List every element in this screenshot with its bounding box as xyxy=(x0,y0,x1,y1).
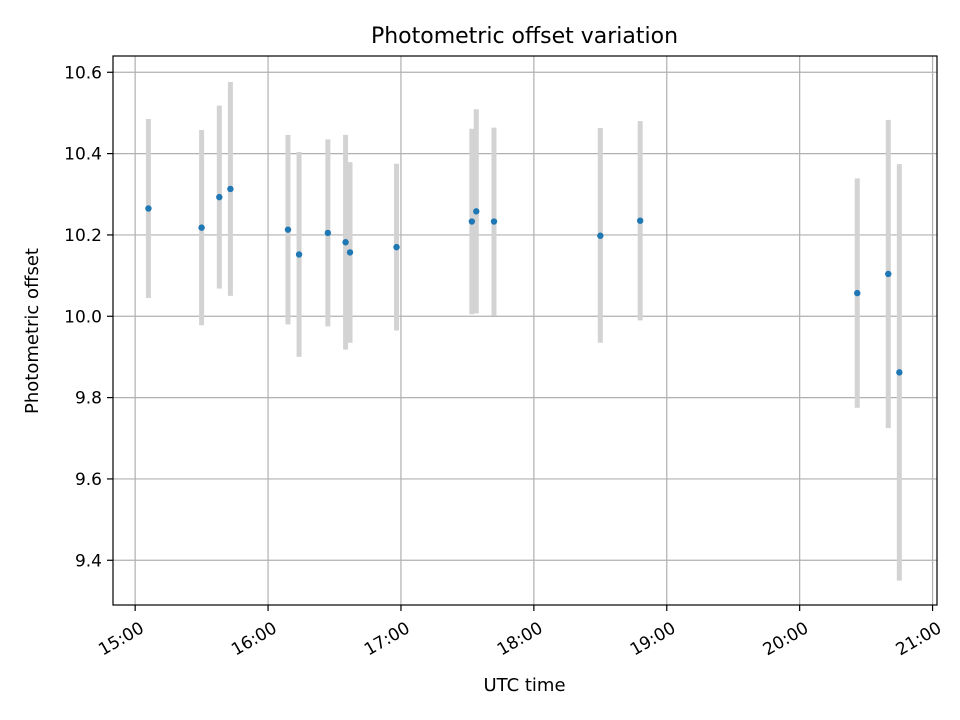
y-tick-label: 10.0 xyxy=(64,307,102,327)
data-point xyxy=(597,232,604,239)
y-tick-label: 9.6 xyxy=(75,470,102,490)
y-tick-label: 9.4 xyxy=(75,551,102,571)
x-axis-label: UTC time xyxy=(483,675,565,696)
data-point xyxy=(295,251,303,258)
data-point xyxy=(468,218,476,225)
data-point xyxy=(198,224,205,231)
data-point xyxy=(324,229,332,237)
data-point xyxy=(393,243,400,251)
y-tick-label: 9.8 xyxy=(75,389,102,409)
data-point xyxy=(346,249,354,256)
data-point xyxy=(490,218,498,225)
data-point xyxy=(896,369,903,376)
data-point xyxy=(854,289,861,297)
chart-title: Photometric offset variation xyxy=(371,24,678,49)
data-point xyxy=(636,217,644,224)
plot-frame xyxy=(112,55,938,606)
data-points xyxy=(145,185,903,376)
y-axis-ticks: 9.4 9.6 9.8 10.0 10.2 10.4 10.6 xyxy=(64,63,113,571)
data-point xyxy=(145,205,152,212)
data-point xyxy=(284,226,292,233)
data-point xyxy=(342,239,349,246)
y-tick-label: 10.4 xyxy=(64,145,102,165)
data-point xyxy=(227,185,234,193)
grid xyxy=(113,56,937,605)
y-tick-label: 10.6 xyxy=(64,63,102,83)
data-point xyxy=(885,270,892,278)
y-axis-label: Photometric offset xyxy=(22,248,43,414)
data-point xyxy=(216,193,223,201)
data-point xyxy=(473,208,480,215)
y-tick-label: 10.2 xyxy=(64,226,102,246)
